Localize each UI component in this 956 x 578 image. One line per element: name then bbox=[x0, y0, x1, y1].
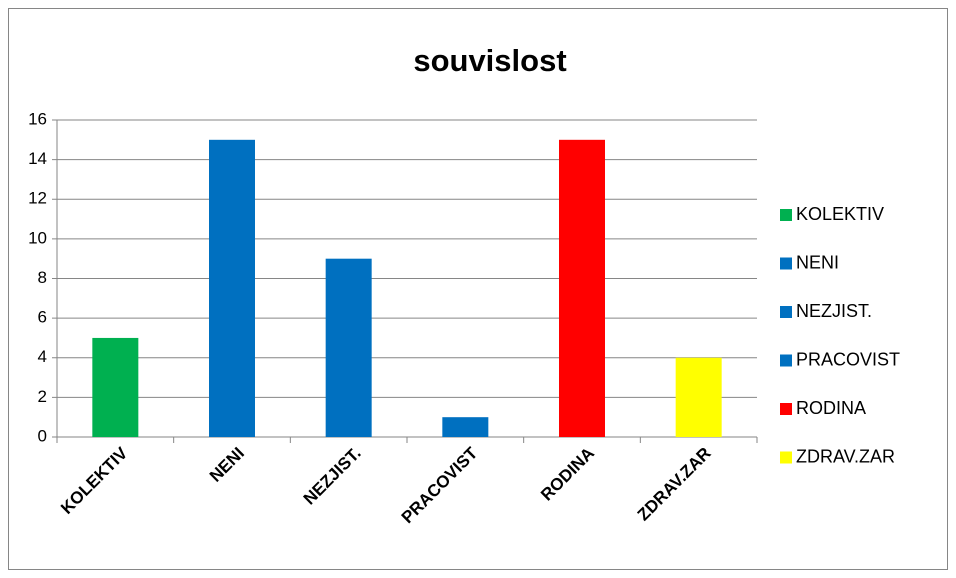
legend-label: NEZJIST. bbox=[796, 301, 872, 321]
legend-swatch bbox=[780, 209, 792, 221]
y-tick-label: 2 bbox=[38, 387, 47, 406]
legend-label: ZDRAV.ZAR bbox=[796, 446, 895, 466]
legend-label: KOLEKTIV bbox=[796, 204, 884, 224]
bar bbox=[442, 417, 489, 437]
bar bbox=[325, 258, 372, 437]
bar bbox=[675, 357, 722, 437]
y-tick-label: 0 bbox=[38, 426, 47, 445]
chart-title: souvislost bbox=[413, 43, 566, 78]
legend-swatch bbox=[780, 451, 792, 464]
legend-swatch bbox=[780, 306, 792, 318]
legend-label: RODINA bbox=[796, 398, 866, 418]
y-tick-label: 16 bbox=[28, 109, 47, 128]
legend-label: NENI bbox=[796, 252, 839, 272]
chart-border bbox=[8, 8, 948, 570]
bar bbox=[92, 337, 139, 437]
y-tick-label: 12 bbox=[28, 189, 47, 208]
y-tick-label: 6 bbox=[38, 308, 47, 327]
legend-swatch bbox=[780, 403, 792, 415]
legend-swatch bbox=[780, 257, 792, 270]
legend-label: PRACOVIST bbox=[796, 349, 900, 369]
bar bbox=[559, 139, 605, 437]
bar bbox=[209, 139, 255, 437]
y-tick-label: 8 bbox=[38, 268, 47, 287]
y-tick-label: 10 bbox=[28, 228, 47, 247]
y-tick-label: 14 bbox=[28, 149, 47, 168]
y-tick-label: 4 bbox=[38, 347, 47, 366]
legend-swatch bbox=[780, 354, 792, 367]
